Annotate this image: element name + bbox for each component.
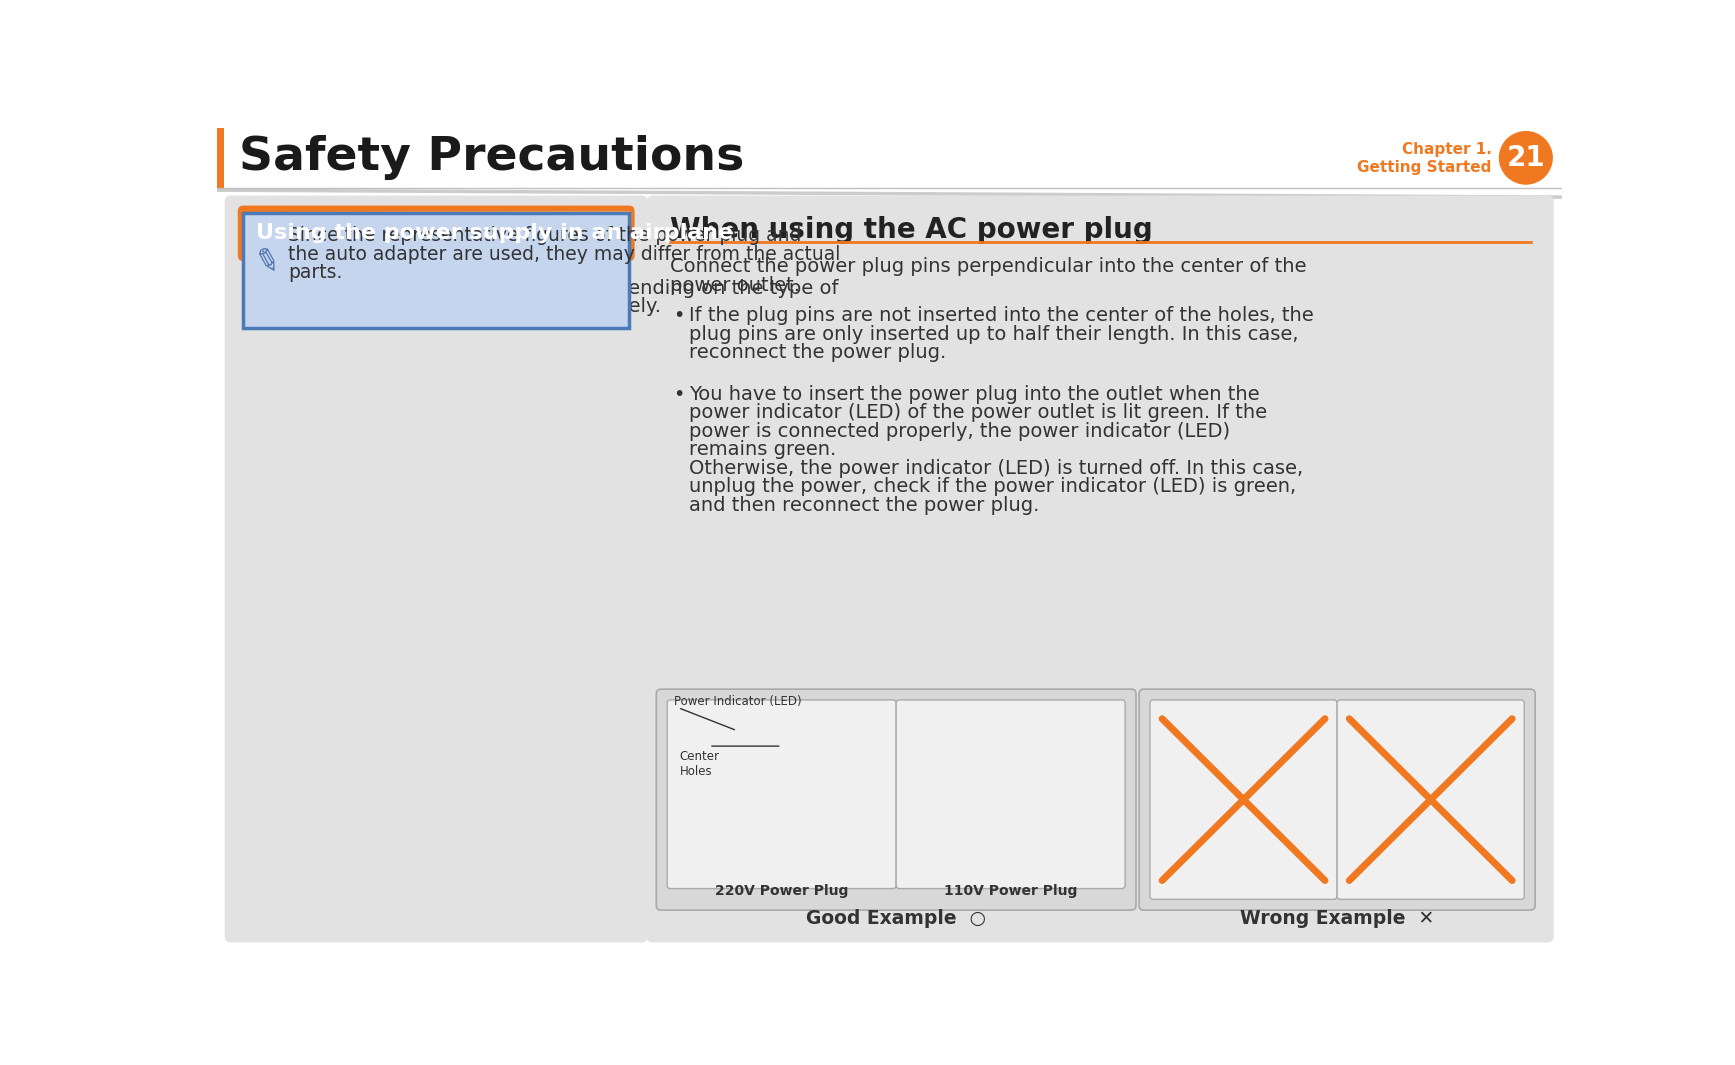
Text: remains green.: remains green. (689, 441, 836, 459)
FancyBboxPatch shape (238, 206, 635, 261)
Bar (274, 211, 283, 256)
Bar (520, 211, 529, 256)
Bar (498, 211, 507, 256)
Bar (390, 211, 399, 256)
Bar (290, 211, 298, 256)
Text: Since the power outlet type differs depending on the type of: Since the power outlet type differs depe… (246, 279, 838, 298)
Bar (451, 211, 460, 256)
Text: Connect the power plug pins perpendicular into the center of the: Connect the power plug pins perpendicula… (670, 257, 1306, 276)
FancyBboxPatch shape (647, 196, 1555, 943)
FancyBboxPatch shape (224, 196, 647, 943)
Bar (429, 211, 437, 256)
FancyBboxPatch shape (1338, 700, 1525, 899)
Bar (583, 211, 592, 256)
Bar (305, 211, 314, 256)
Bar (397, 211, 406, 256)
Text: 220V Power Plug: 220V Power Plug (715, 884, 848, 898)
Text: Since the representative figures of the power plug and: Since the representative figures of the … (288, 227, 802, 245)
Text: plug pins are only inserted up to half their length. In this case,: plug pins are only inserted up to half t… (689, 325, 1298, 344)
Bar (574, 211, 583, 256)
Bar (475, 211, 484, 256)
Bar (413, 211, 422, 256)
Text: Using the power supply in an airplane: Using the power supply in an airplane (255, 224, 732, 243)
Bar (259, 211, 267, 256)
Bar (312, 211, 321, 256)
Text: reconnect the power plug.: reconnect the power plug. (689, 343, 946, 362)
Bar (491, 211, 498, 256)
Text: power indicator (LED) of the power outlet is lit green. If the: power indicator (LED) of the power outle… (689, 404, 1267, 423)
Bar (321, 211, 330, 256)
Bar (444, 211, 453, 256)
Text: Power Indicator (LED): Power Indicator (LED) (675, 694, 802, 707)
Text: unplug the power, check if the power indicator (LED) is green,: unplug the power, check if the power ind… (689, 477, 1296, 496)
Bar (422, 211, 429, 256)
Bar (366, 211, 375, 256)
Bar (529, 211, 538, 256)
FancyBboxPatch shape (1140, 689, 1535, 911)
Text: power is connected properly, the power indicator (LED): power is connected properly, the power i… (689, 422, 1230, 441)
Text: 110V Power Plug: 110V Power Plug (944, 884, 1077, 898)
Bar (599, 211, 607, 256)
Bar (482, 211, 491, 256)
FancyBboxPatch shape (1150, 700, 1338, 899)
Text: Otherwise, the power indicator (LED) is turned off. In this case,: Otherwise, the power indicator (LED) is … (689, 459, 1303, 478)
Bar (606, 211, 614, 256)
Bar (467, 211, 475, 256)
Text: Chapter 1.: Chapter 1. (1402, 142, 1492, 157)
Bar (217, 128, 224, 187)
Text: airplane, connect the power appropriately.: airplane, connect the power appropriatel… (246, 297, 661, 316)
Bar (536, 211, 545, 256)
Bar (267, 211, 274, 256)
Text: and then reconnect the power plug.: and then reconnect the power plug. (689, 496, 1039, 514)
Text: Wrong Example  ✕: Wrong Example ✕ (1241, 910, 1435, 929)
Text: Safety Precautions: Safety Precautions (239, 135, 744, 180)
Bar (505, 211, 514, 256)
Bar (217, 128, 1562, 187)
Bar (560, 211, 567, 256)
Bar (344, 211, 352, 256)
Text: ✎: ✎ (250, 245, 283, 279)
Bar (382, 211, 390, 256)
Bar (614, 211, 623, 256)
Text: power outlet.: power outlet. (670, 276, 800, 295)
Bar (328, 211, 337, 256)
Text: the auto adapter are used, they may differ from the actual: the auto adapter are used, they may diff… (288, 245, 840, 264)
Bar (359, 211, 368, 256)
Bar (350, 211, 359, 256)
FancyBboxPatch shape (897, 700, 1124, 888)
Text: Center
Holes: Center Holes (680, 750, 720, 777)
Bar (460, 211, 468, 256)
Bar (567, 211, 576, 256)
Circle shape (1499, 132, 1553, 184)
Text: Good Example  ○: Good Example ○ (807, 910, 985, 929)
Bar (552, 211, 560, 256)
Bar (375, 211, 383, 256)
Text: 21: 21 (1506, 144, 1546, 171)
Text: parts.: parts. (288, 263, 342, 282)
Bar (514, 211, 522, 256)
Text: •: • (673, 384, 685, 404)
Bar (435, 211, 444, 256)
Text: Getting Started: Getting Started (1357, 160, 1492, 175)
FancyBboxPatch shape (243, 213, 630, 328)
Bar (281, 211, 290, 256)
Bar (545, 211, 553, 256)
Bar (337, 211, 344, 256)
Bar (406, 211, 415, 256)
Text: If the plug pins are not inserted into the center of the holes, the: If the plug pins are not inserted into t… (689, 307, 1313, 326)
Bar (252, 211, 260, 256)
Text: You have to insert the power plug into the outlet when the: You have to insert the power plug into t… (689, 384, 1260, 404)
FancyBboxPatch shape (668, 700, 897, 888)
Text: When using the AC power plug: When using the AC power plug (670, 215, 1154, 244)
Bar (590, 211, 599, 256)
Bar (621, 211, 630, 256)
Text: •: • (673, 307, 685, 326)
FancyBboxPatch shape (656, 689, 1136, 911)
Bar (297, 211, 305, 256)
